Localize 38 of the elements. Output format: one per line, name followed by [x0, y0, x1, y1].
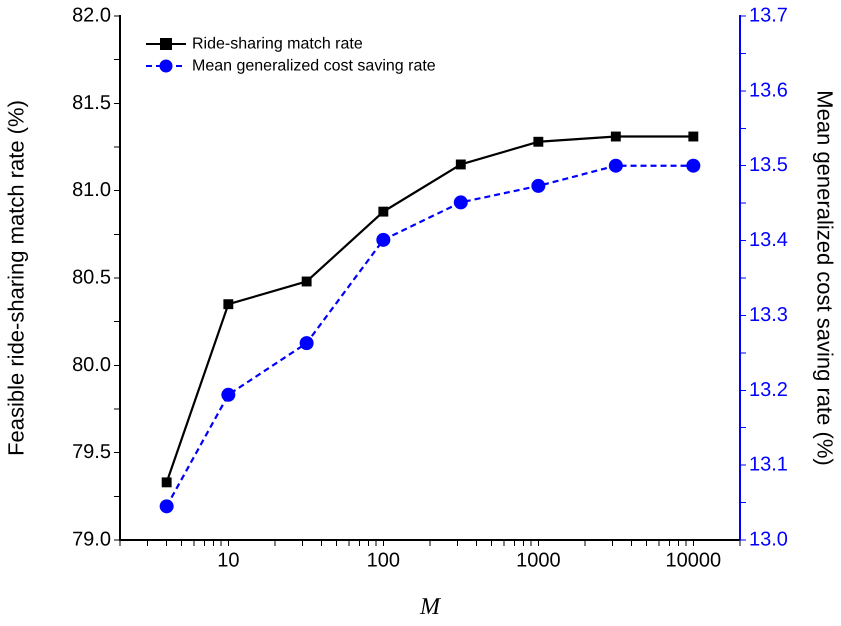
point: [378, 206, 388, 217]
y-tick-label: 79.5: [72, 441, 111, 464]
y2-tick-label: 13.4: [749, 229, 788, 252]
y-tick-label: 82.0: [72, 4, 111, 27]
x-tick-label: 10: [217, 550, 240, 572]
point: [688, 132, 698, 142]
x-tick-label: 100: [366, 550, 400, 572]
point: [302, 276, 312, 286]
y-tick-label: 81.5: [72, 92, 111, 114]
x-axis-title: M: [419, 594, 442, 620]
legend-label: Ride-sharing match rate: [192, 35, 363, 52]
point: [686, 158, 700, 173]
point: [376, 232, 390, 247]
y2-tick-label: 13.0: [749, 528, 788, 551]
point: [610, 132, 621, 142]
point: [223, 299, 234, 310]
y2-tick-label: 13.7: [749, 4, 788, 27]
y2-tick-label: 13.1: [749, 454, 788, 476]
y2-axis-title: Mean generalized cost saving rate (%): [812, 90, 838, 466]
y2-tick-label: 13.5: [749, 154, 788, 176]
point: [533, 136, 544, 147]
y2-tick-label: 13.6: [749, 79, 788, 102]
x-tick-label: 10000: [666, 550, 722, 572]
point: [454, 195, 468, 210]
point: [608, 158, 623, 173]
y2-tick-label: 13.3: [749, 304, 788, 326]
x-tick-label: 1000: [516, 550, 561, 572]
y-tick-label: 80.5: [72, 266, 111, 289]
y-axis-title: Feasible ride-sharing match rate (%): [3, 100, 28, 456]
point: [221, 388, 236, 402]
y-tick-label: 79.0: [72, 528, 111, 551]
y-tick-label: 80.0: [72, 354, 111, 376]
y2-tick-label: 13.2: [749, 378, 788, 401]
point: [531, 178, 546, 193]
point: [300, 336, 314, 350]
legend-label: Mean generalized cost saving rate: [192, 57, 436, 74]
y-tick-label: 81.0: [72, 179, 111, 202]
point: [456, 160, 466, 170]
